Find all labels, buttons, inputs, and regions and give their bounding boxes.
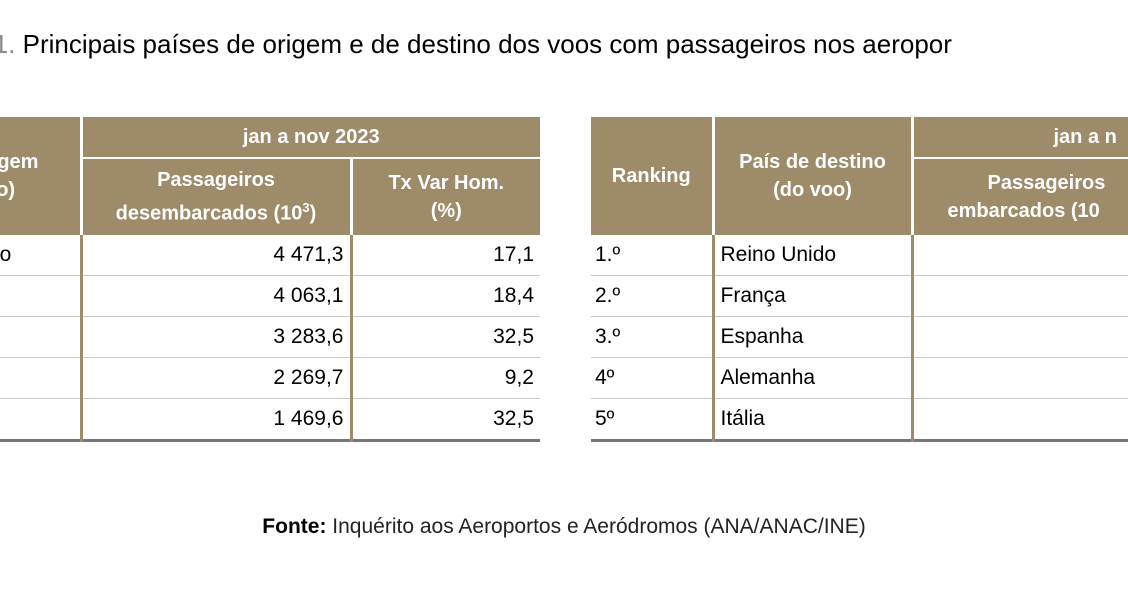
passengers-cell: 4 471,3 xyxy=(79,235,351,276)
header-dest-country: País de destino (do voo) xyxy=(711,117,912,235)
passengers-cell: 1 469,6 xyxy=(79,398,351,441)
table-row: do 4 471,3 17,1 xyxy=(0,235,540,276)
title-text: Principais países de origem e de destino… xyxy=(22,29,952,59)
header-dest-line2: (do voo) xyxy=(773,179,852,201)
dest-country-cell: Reino Unido xyxy=(711,235,912,276)
header-dest-line1: País de destino xyxy=(739,151,886,173)
passengers-cell: 1 4 xyxy=(910,398,1128,441)
origin-country-cell xyxy=(0,317,81,358)
header-passengers-line2: embarcados (10 xyxy=(947,200,1100,222)
header-origin-country: rigem oo) xyxy=(0,117,81,235)
table-row: 4º Alemanha 2 3 xyxy=(591,357,1128,399)
passengers-cell: 3 2 xyxy=(910,316,1128,358)
passengers-cell: 2 269,7 xyxy=(79,357,351,399)
header-ranking: Ranking xyxy=(591,117,713,235)
destination-table: Ranking País de destino (do voo) jan a n… xyxy=(591,117,1128,447)
dest-country-cell: Alemanha xyxy=(711,357,912,399)
rank-cell: 5º xyxy=(595,407,615,430)
header-passengers-line2: desembarcados (103) xyxy=(84,194,350,228)
header-passengers-close: ) xyxy=(309,202,317,225)
origin-country-cell xyxy=(0,276,81,317)
dest-country-cell: França xyxy=(711,275,912,317)
header-var-line1: Tx Var Hom. xyxy=(388,172,505,194)
header-passengers-sup: 3 xyxy=(302,200,310,216)
rank-cell: 1.º xyxy=(595,243,621,266)
header-passengers-embarked: Passageiros embarcados (10 xyxy=(910,158,1128,235)
header-passengers-unit: desembarcados (10 xyxy=(115,202,303,225)
origin-country-cell xyxy=(0,399,81,441)
source-text: Inquérito aos Aeroportos e Aeródromos (A… xyxy=(326,515,866,538)
passengers-cell: 2 3 xyxy=(910,357,1128,399)
rank-cell: 2.º xyxy=(595,284,621,307)
origin-table: rigem oo) jan a nov 2023 Passageiros des… xyxy=(0,117,540,447)
header-passengers-disembarked: Passageiros desembarcados (103) xyxy=(79,158,351,235)
header-origin-line1: rigem xyxy=(0,151,39,173)
header-var-line2: (%) xyxy=(430,200,462,222)
table-row: 3 283,6 32,5 xyxy=(0,316,540,358)
passengers-cell: 3 283,6 xyxy=(79,316,351,358)
var-cell: 18,4 xyxy=(349,275,540,317)
source-note: Fonte: Inquérito aos Aeroportos e Aeródr… xyxy=(0,512,1128,542)
header-passengers-line1: Passageiros xyxy=(987,172,1106,194)
rank-cell: 3.º xyxy=(595,325,621,348)
header-passengers-line1: Passageiros xyxy=(157,169,275,192)
passengers-cell: 4 0 xyxy=(910,275,1128,317)
source-label: Fonte: xyxy=(262,515,327,538)
table-row: 2.º França 4 0 xyxy=(591,275,1128,317)
header-var: Tx Var Hom. (%) xyxy=(349,158,540,235)
header-period-left: jan a nov 2023 xyxy=(79,117,540,159)
header-period-right: jan a n xyxy=(910,117,1128,159)
title-prefix: o 1. xyxy=(0,29,16,59)
rank-cell: 4º xyxy=(595,366,615,389)
header-origin-line2: oo) xyxy=(0,179,16,201)
var-cell: 9,2 xyxy=(349,357,540,399)
table-row: 1 469,6 32,5 xyxy=(0,398,540,441)
passengers-cell: 4 063,1 xyxy=(79,275,351,317)
table-row: 1.º Reino Unido 4 5 xyxy=(591,235,1128,276)
table-title: o 1. Principais países de origem e de de… xyxy=(0,22,1128,66)
passengers-cell: 4 5 xyxy=(910,235,1128,276)
dest-country-cell: Espanha xyxy=(711,316,912,358)
origin-country-cell xyxy=(0,358,81,399)
var-cell: 32,5 xyxy=(349,398,540,441)
origin-country-cell: do xyxy=(0,243,12,266)
dest-country-cell: Itália xyxy=(711,398,912,441)
table-row: 4 063,1 18,4 xyxy=(0,275,540,317)
table-row: 3.º Espanha 3 2 xyxy=(591,316,1128,358)
var-cell: 32,5 xyxy=(349,316,540,358)
table-row: 5º Itália 1 4 xyxy=(591,398,1128,441)
var-cell: 17,1 xyxy=(349,235,540,276)
table-row: 2 269,7 9,2 xyxy=(0,357,540,399)
